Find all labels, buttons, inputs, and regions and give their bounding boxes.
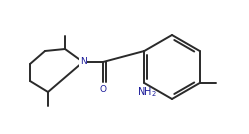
- Text: O: O: [100, 85, 107, 94]
- Text: NH$_2$: NH$_2$: [137, 85, 157, 99]
- Text: N: N: [80, 57, 86, 66]
